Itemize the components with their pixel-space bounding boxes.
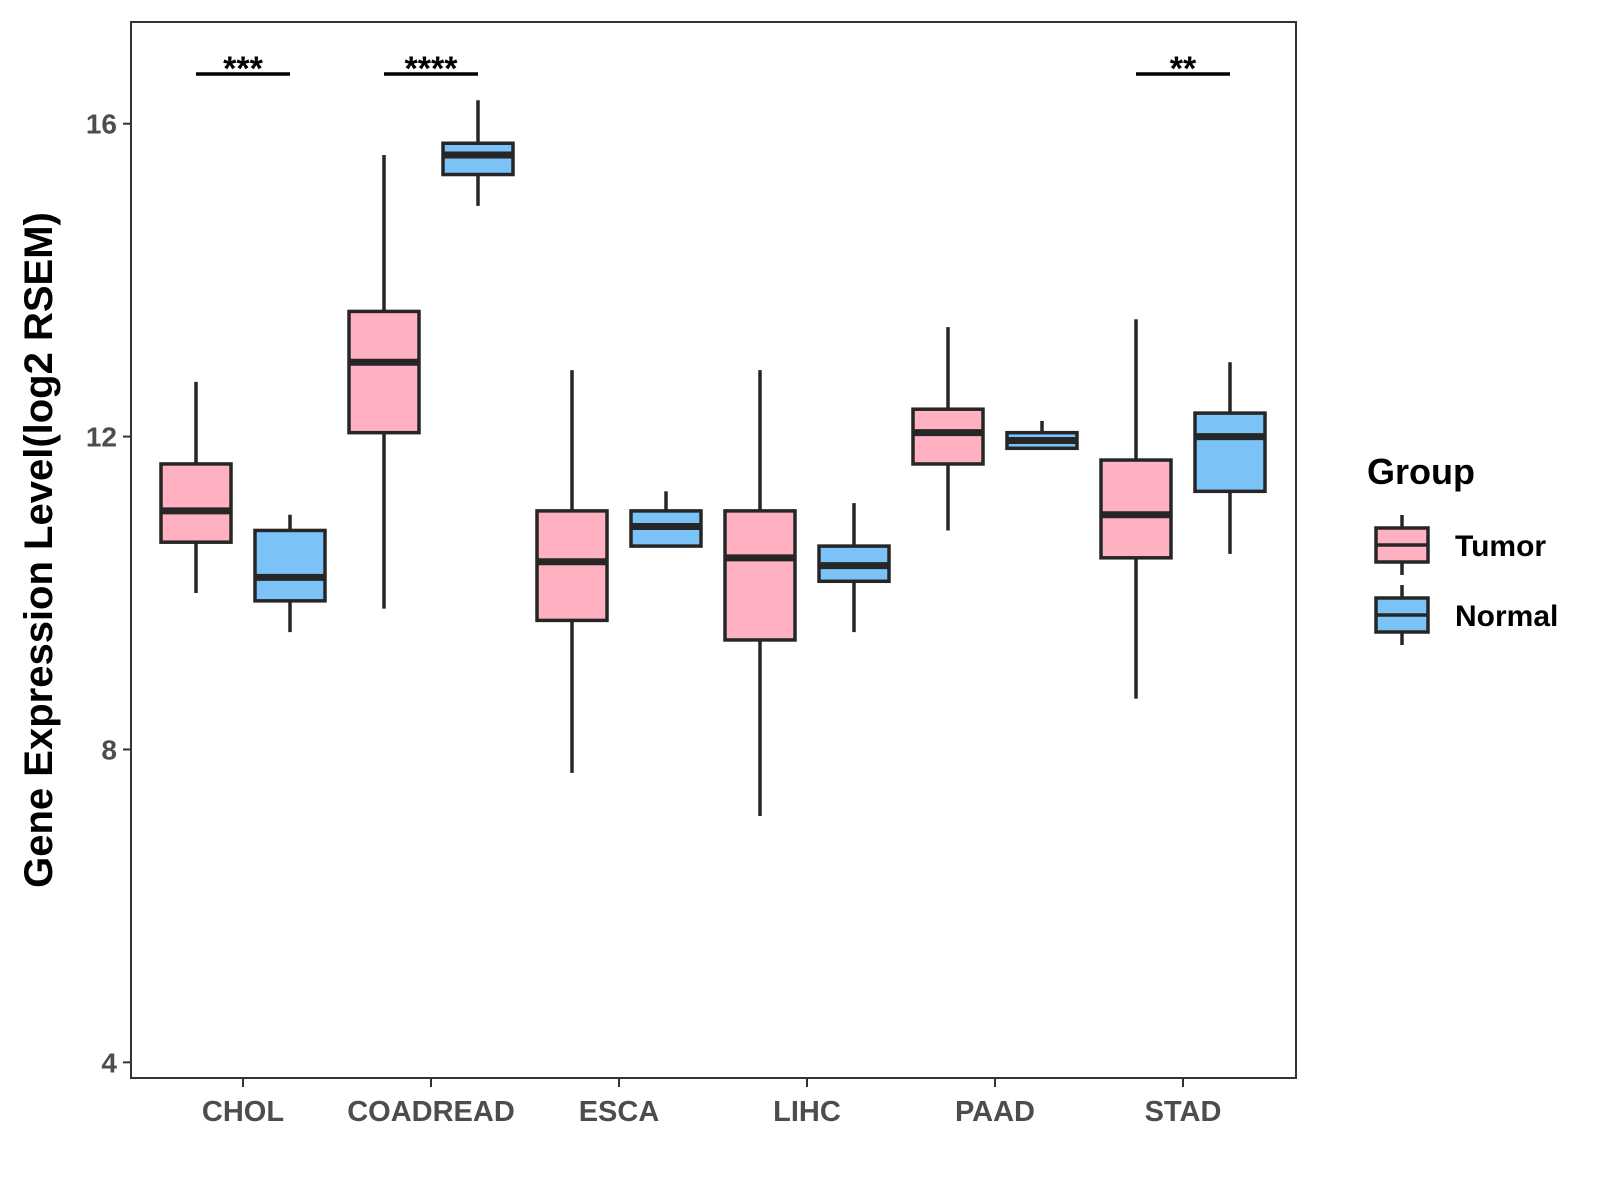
y-tick-label: 4 <box>101 1047 117 1078</box>
significance-label: **** <box>405 50 459 88</box>
chart-marks: *** **** ** <box>159 50 1267 816</box>
box-tumor-stad <box>1099 319 1173 699</box>
box-body <box>159 462 233 544</box>
box-normal-esca <box>629 491 703 548</box>
box-body <box>723 509 797 642</box>
box-normal-chol <box>253 514 327 633</box>
significance-label: *** <box>223 50 263 88</box>
box-normal-stad <box>1193 362 1267 554</box>
box-body <box>911 407 985 466</box>
x-tick-label: ESCA <box>579 1096 660 1128</box>
y-tick-label: 8 <box>101 734 117 765</box>
box-body <box>1193 411 1267 494</box>
box-body <box>535 509 609 623</box>
significance-chol: *** <box>196 50 290 88</box>
box-body <box>1099 458 1173 560</box>
significance-coadread: **** <box>384 50 478 88</box>
box-tumor-lihc <box>723 370 797 816</box>
box-normal-paad <box>1005 420 1079 451</box>
legend-item-tumor: Tumor <box>1374 515 1546 575</box>
y-tick-label: 12 <box>86 422 117 453</box>
legend-label: Normal <box>1455 600 1558 633</box>
box-body <box>253 528 327 603</box>
y-tick-label: 16 <box>86 109 117 140</box>
x-tick-label: STAD <box>1145 1096 1222 1128</box>
significance-label: ** <box>1170 50 1197 88</box>
significance-stad: ** <box>1136 50 1230 88</box>
box-tumor-coadread <box>347 154 421 609</box>
x-tick-label: COADREAD <box>347 1096 515 1128</box>
box-normal-coadread <box>441 100 515 206</box>
box-body <box>347 309 421 435</box>
x-axis: CHOL COADREAD ESCA LIHC PAAD STAD <box>202 1078 1221 1128</box>
legend-title: Group <box>1367 451 1475 492</box>
box-tumor-paad <box>911 327 985 531</box>
legend: Group Tumor Normal <box>1367 451 1558 645</box>
box-tumor-chol <box>159 381 233 594</box>
legend-label: Tumor <box>1455 530 1546 563</box>
box-normal-lihc <box>817 503 891 633</box>
y-axis-title: Gene Expression Level(log2 RSEM) <box>17 212 61 888</box>
box-body <box>441 141 515 177</box>
x-tick-label: LIHC <box>773 1096 841 1128</box>
y-axis: 4 8 12 16 <box>86 109 131 1078</box>
x-tick-label: PAAD <box>955 1096 1035 1128</box>
x-tick-label: CHOL <box>202 1096 284 1128</box>
legend-item-normal: Normal <box>1374 585 1558 645</box>
box-tumor-esca <box>535 370 609 773</box>
